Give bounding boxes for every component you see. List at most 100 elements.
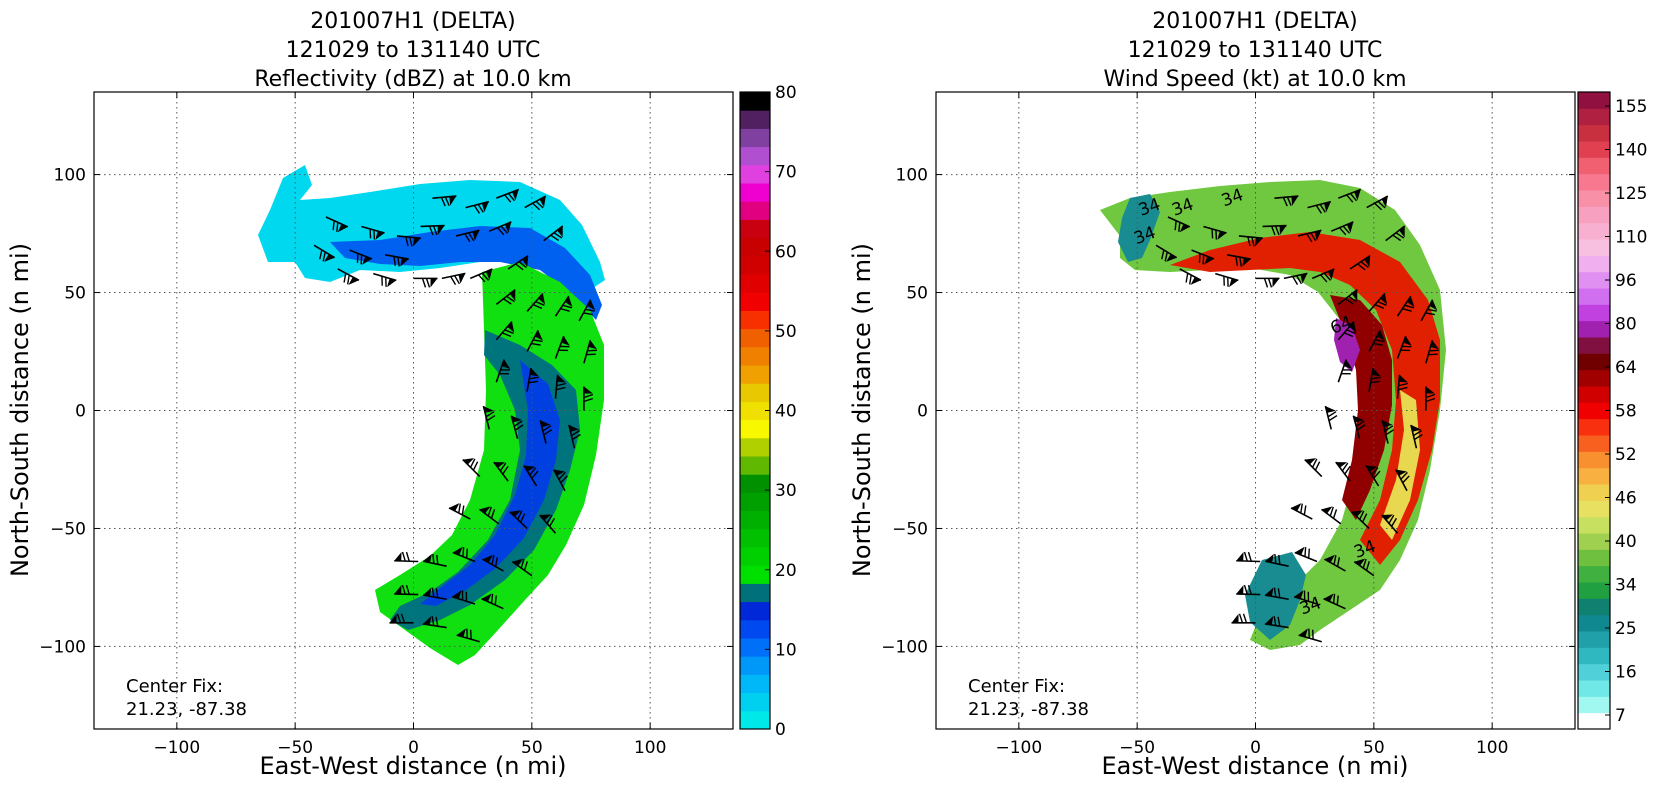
colorbar-swatch <box>1578 696 1610 714</box>
center-fix-label: Center Fix: <box>968 676 1065 697</box>
y-tick-label: −100 <box>881 637 928 657</box>
wind-barb <box>1203 225 1227 240</box>
wind-barb <box>1410 424 1423 449</box>
wind-barb <box>413 277 438 288</box>
colorbar-swatch <box>1578 402 1610 420</box>
wind-barb <box>441 272 466 286</box>
wind-barb <box>394 584 419 596</box>
colorbar-swatch <box>1578 108 1610 126</box>
wind-barb <box>1324 554 1346 572</box>
colorbar-swatch <box>740 292 770 311</box>
wind-barb <box>1337 320 1357 341</box>
wind-barb <box>373 272 397 288</box>
wind-barb <box>451 590 476 605</box>
colorbar-swatch <box>740 583 770 603</box>
wind-barb <box>337 268 360 285</box>
wind-barb <box>465 200 490 214</box>
wind-barb <box>1294 546 1318 563</box>
wind-region-darkred <box>1330 295 1392 520</box>
x-tick-label: 50 <box>521 738 543 758</box>
wind-barb <box>578 299 596 322</box>
wind-barb <box>448 503 471 520</box>
colorbar-tick-label: 46 <box>1615 489 1637 509</box>
colorbar-swatch <box>1578 271 1610 289</box>
colorbar-swatch <box>740 492 770 512</box>
wind-barb <box>1368 329 1385 352</box>
wind-barb <box>568 424 581 449</box>
colorbar-swatch <box>1578 484 1610 501</box>
wind-barb <box>1283 272 1308 286</box>
colorbar-swatch <box>1578 516 1610 534</box>
wind-region-purple <box>1334 318 1360 372</box>
colorbar-swatch <box>1578 353 1610 371</box>
wind-barbs <box>313 188 598 643</box>
wind-barb <box>507 254 529 271</box>
wind-barb <box>1321 506 1342 525</box>
colorbar-swatch <box>740 692 770 712</box>
wind-barb <box>1236 551 1261 563</box>
colorbar-swatch <box>1578 239 1610 256</box>
center-fix-label: Center Fix: <box>126 676 223 697</box>
y-tick-label: −50 <box>50 519 86 539</box>
wind-barb <box>1231 613 1256 624</box>
wind-barb <box>455 229 480 243</box>
x-tick-label: 0 <box>1250 738 1261 758</box>
colorbar-swatch <box>1578 157 1610 175</box>
colorbar-swatch <box>740 456 770 475</box>
x-tick-label: 50 <box>1363 738 1385 758</box>
wind-barb <box>1338 188 1361 203</box>
colorbar-swatch <box>740 346 770 366</box>
x-tick-label: −50 <box>1119 738 1155 758</box>
wind-barb <box>313 244 336 262</box>
wind-barb <box>1381 420 1395 444</box>
colorbar-swatch <box>1578 124 1610 142</box>
y-tick-label: 50 <box>64 284 86 304</box>
colorbar-swatch <box>740 474 770 493</box>
wind-barb <box>1337 288 1358 305</box>
colorbar-tick-label: 80 <box>1615 315 1637 335</box>
panel-title-line-1: 201007H1 (DELTA) <box>1152 9 1358 34</box>
colorbar-swatch <box>1578 418 1610 436</box>
colorbar-tick-label: 80 <box>775 83 797 103</box>
colorbar-tick-label: 25 <box>1615 619 1637 639</box>
wind-barbs <box>1155 188 1440 643</box>
wind-barb <box>394 551 419 563</box>
colorbar-swatch <box>1578 369 1610 387</box>
colorbar-swatch <box>740 437 770 457</box>
y-tick-label: 100 <box>896 166 928 186</box>
reflectivity-panel: 201007H1 (DELTA) 121029 to 131140 UTC Re… <box>6 9 797 780</box>
y-tick-label: 0 <box>75 402 86 422</box>
wind-barb <box>1323 593 1346 610</box>
colorbar-tick-label: 34 <box>1615 576 1637 596</box>
colorbar-swatch <box>740 255 770 275</box>
wind-region-red <box>1170 232 1440 565</box>
colorbar-tick-label: 64 <box>1615 358 1637 378</box>
grid <box>936 92 1575 729</box>
colorbar-tick-label: 96 <box>1615 271 1637 291</box>
wind-barb <box>422 587 447 601</box>
wind-barb <box>526 292 546 312</box>
wind-barb <box>543 225 564 242</box>
wind-barb <box>1385 225 1406 242</box>
colorbar-tick-label: 52 <box>1615 445 1637 465</box>
wind-region-yellow <box>1380 390 1420 540</box>
colorbar-swatch <box>1578 680 1610 697</box>
panel-title-line-3: Reflectivity (dBZ) at 10.0 km <box>254 67 571 92</box>
colorbar-tick-label: 60 <box>775 242 797 262</box>
x-tick-label: −100 <box>153 738 200 758</box>
wind-barb <box>523 465 539 487</box>
wind-barb <box>422 616 447 629</box>
wind-barb <box>361 225 385 240</box>
colorbar-tick-label: 0 <box>775 720 786 740</box>
colorbar-swatch <box>740 674 770 694</box>
colorbar-swatch <box>740 128 770 148</box>
colorbar-swatch <box>1578 598 1610 616</box>
wind-barb <box>1179 268 1202 285</box>
colorbar-swatch <box>1578 467 1610 485</box>
colorbar-tick-label: 30 <box>775 481 797 501</box>
panel-title-line-2: 121029 to 131140 UTC <box>1128 38 1383 63</box>
center-fix-value: 21.23, -87.38 <box>126 699 247 720</box>
axis-ticks: −100 −50 0 50 100 −100 −50 0 50 100 <box>881 92 1575 758</box>
colorbar-swatch <box>1578 614 1610 632</box>
